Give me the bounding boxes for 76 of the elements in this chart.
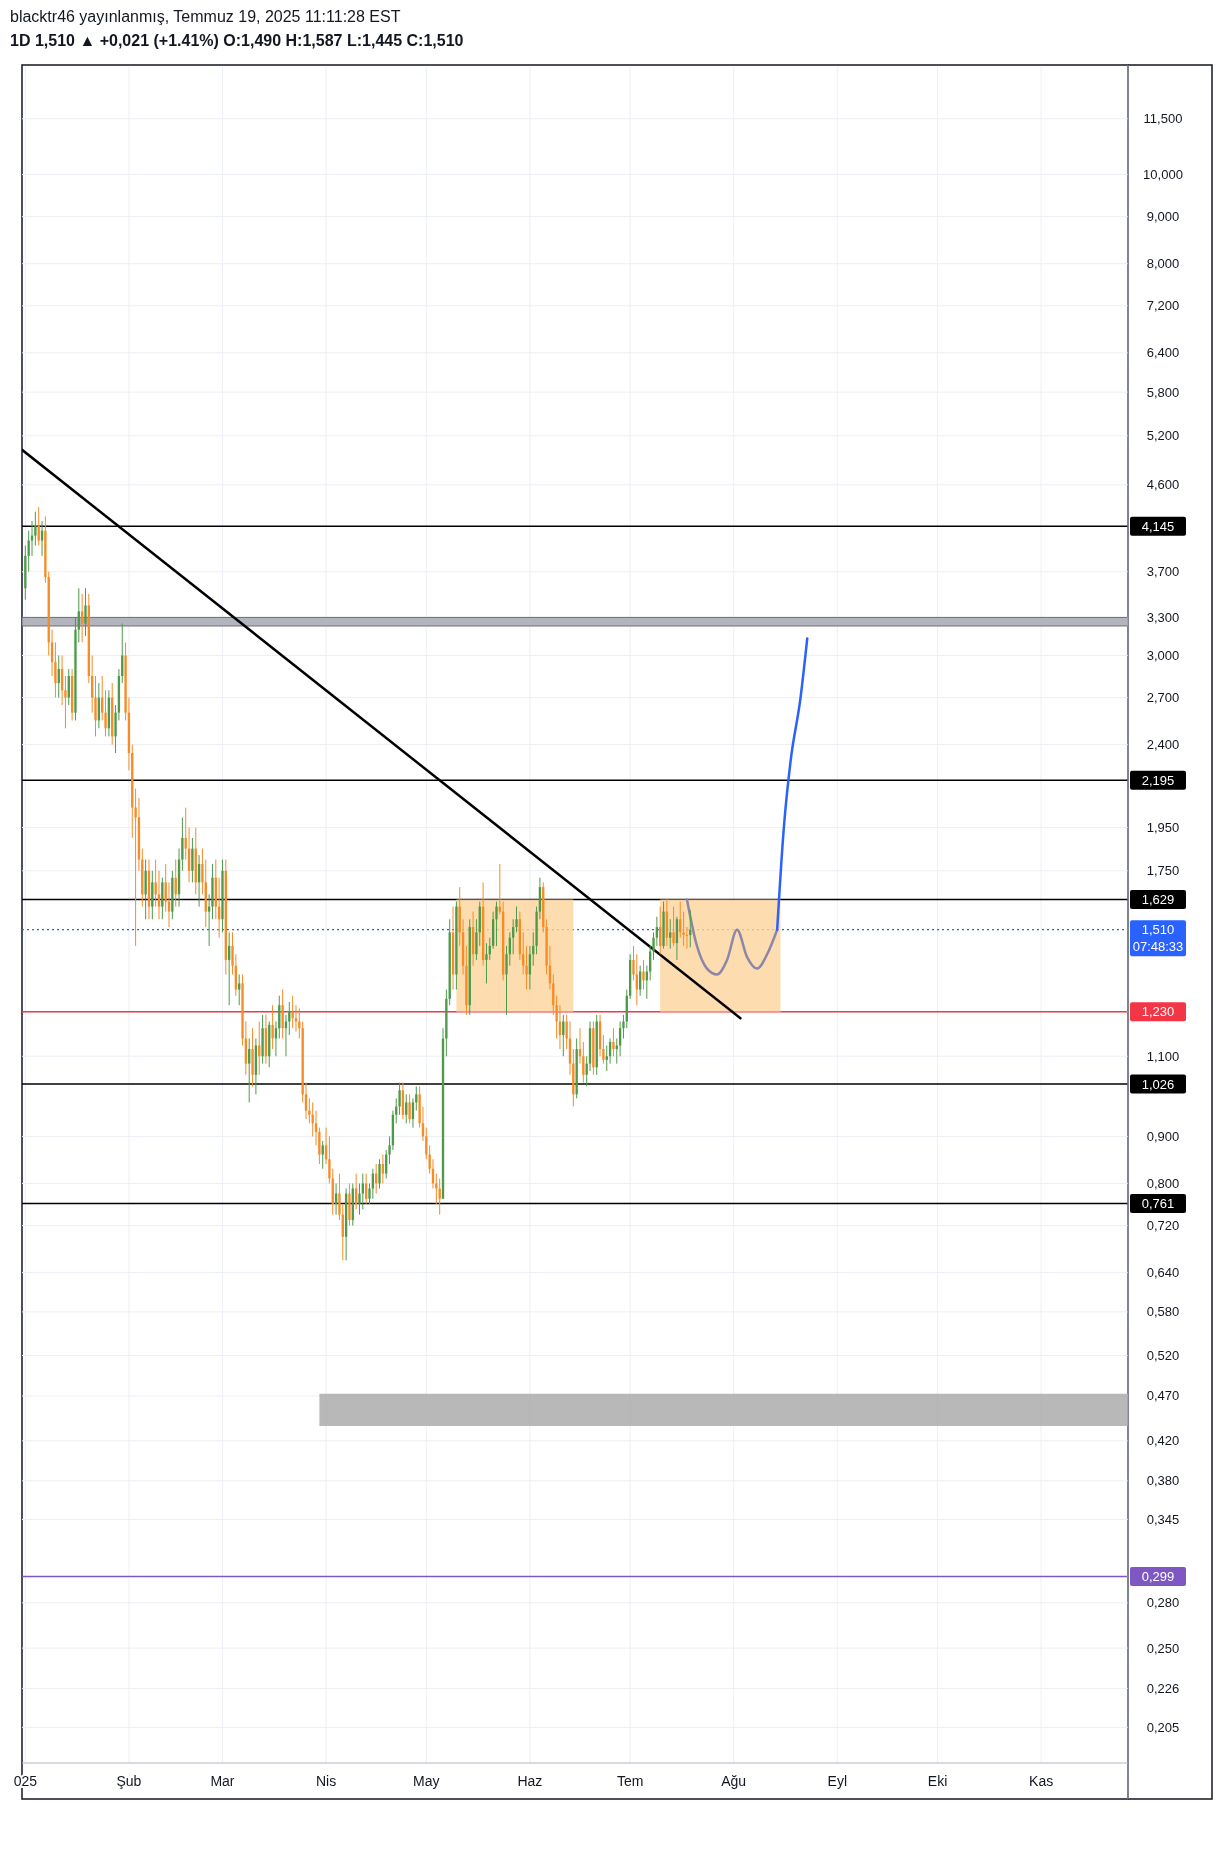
y-tick-label: 4,600 [1146, 477, 1180, 493]
chart-subtitle: 1D 1,510 ▲ +0,021 (+1.41%) O:1,490 H:1,587 L:1,445 C:1,510 [10, 32, 464, 49]
ref-line-label: 4,145 [1141, 518, 1175, 534]
y-tick-label: 0,345 [1146, 1511, 1180, 1527]
y-tick-label: 0,250 [1146, 1640, 1180, 1656]
y-tick-label: 0,226 [1146, 1680, 1180, 1696]
y-tick-label: 0,380 [1146, 1473, 1180, 1489]
x-tick-label: Haz [517, 1773, 543, 1789]
y-tick-label: 0,205 [1146, 1719, 1180, 1735]
candlestick [191, 837, 194, 883]
candlestick [635, 953, 638, 1006]
x-tick-label: Tem [616, 1773, 644, 1789]
candlestick [672, 906, 675, 947]
y-tick-label: 8,000 [1146, 256, 1180, 272]
line-series [775, 637, 809, 931]
candlestick [612, 1027, 615, 1057]
y-tick-label: 1,750 [1146, 863, 1180, 879]
ref-line-label: 2,195 [1141, 772, 1175, 788]
y-tick-label: 9,000 [1146, 209, 1180, 225]
y-tick-label: 6,400 [1146, 345, 1180, 361]
y-tick-label: 2,400 [1146, 737, 1180, 753]
candlestick [495, 901, 498, 947]
x-tick-label: Mar [210, 1773, 235, 1789]
y-tick-label: 0,580 [1146, 1304, 1180, 1320]
ref-line-label: 0,761 [1141, 1195, 1175, 1211]
candlestick [84, 587, 87, 637]
candlestick [408, 1093, 411, 1124]
y-tick-label: 11,500 [1143, 111, 1183, 127]
y-tick-label: 3,300 [1146, 609, 1180, 625]
x-tick-label: Eki [927, 1773, 948, 1789]
candlestick [238, 973, 241, 1006]
y-tick-label: 0,470 [1146, 1388, 1180, 1404]
ref-line-label: 0,299 [1141, 1569, 1175, 1585]
x-tick-label: Şub [116, 1773, 142, 1789]
y-tick-label: 3,700 [1146, 564, 1180, 580]
ref-line-label: 1,230 [1141, 1004, 1175, 1020]
y-tick-label: 3,000 [1146, 648, 1180, 664]
candlestick [685, 926, 689, 950]
ref-line-label: 1,629 [1141, 891, 1175, 907]
line-series [685, 898, 779, 976]
candlestick [485, 942, 488, 984]
x-tick-label: Nis [315, 1773, 337, 1789]
y-tick-label: 1,950 [1146, 820, 1180, 836]
candlestick [438, 1178, 441, 1216]
y-tick-label: 10,000 [1143, 167, 1183, 183]
y-tick-label: 0,640 [1146, 1265, 1180, 1281]
y-tick-label: 0,280 [1146, 1595, 1180, 1611]
x-tick-label: Ağu [721, 1773, 747, 1789]
candlestick [80, 593, 84, 643]
y-tick-label: 0,900 [1146, 1128, 1180, 1144]
candlestick [405, 1093, 408, 1124]
y-tick-label: 1,100 [1146, 1048, 1180, 1064]
y-tick-label: 0,800 [1146, 1176, 1180, 1192]
candlestick [321, 1140, 324, 1170]
chart-title: blacktr46 yayınlanmış, Temmuz 19, 2025 11:11:28 EST [10, 8, 401, 25]
ref-line-label: 1,026 [1141, 1076, 1175, 1092]
candlestick [281, 989, 284, 1039]
candlestick [669, 918, 672, 950]
y-tick-label: 0,420 [1146, 1433, 1180, 1449]
x-tick-label: Kas [1029, 1773, 1054, 1789]
candlestick [378, 1158, 381, 1189]
candlestick [618, 1021, 622, 1057]
ref-line-label: 1,510 07:48:33 [1132, 922, 1184, 955]
candlestick [144, 859, 147, 920]
y-tick-label: 5,800 [1146, 384, 1180, 400]
y-tick-label: 7,200 [1146, 298, 1180, 314]
candlestick [271, 1004, 274, 1050]
y-tick-label: 0,720 [1146, 1218, 1180, 1234]
candlestick [291, 995, 294, 1029]
y-tick-label: 2,700 [1146, 690, 1180, 706]
x-tick-label: May [413, 1773, 440, 1789]
y-tick-label: 5,200 [1146, 428, 1180, 444]
y-tick-label: 0,520 [1146, 1348, 1180, 1364]
x-tick-label: Eyl [827, 1773, 848, 1789]
candlestick [361, 1173, 364, 1210]
candlestick [642, 959, 645, 991]
